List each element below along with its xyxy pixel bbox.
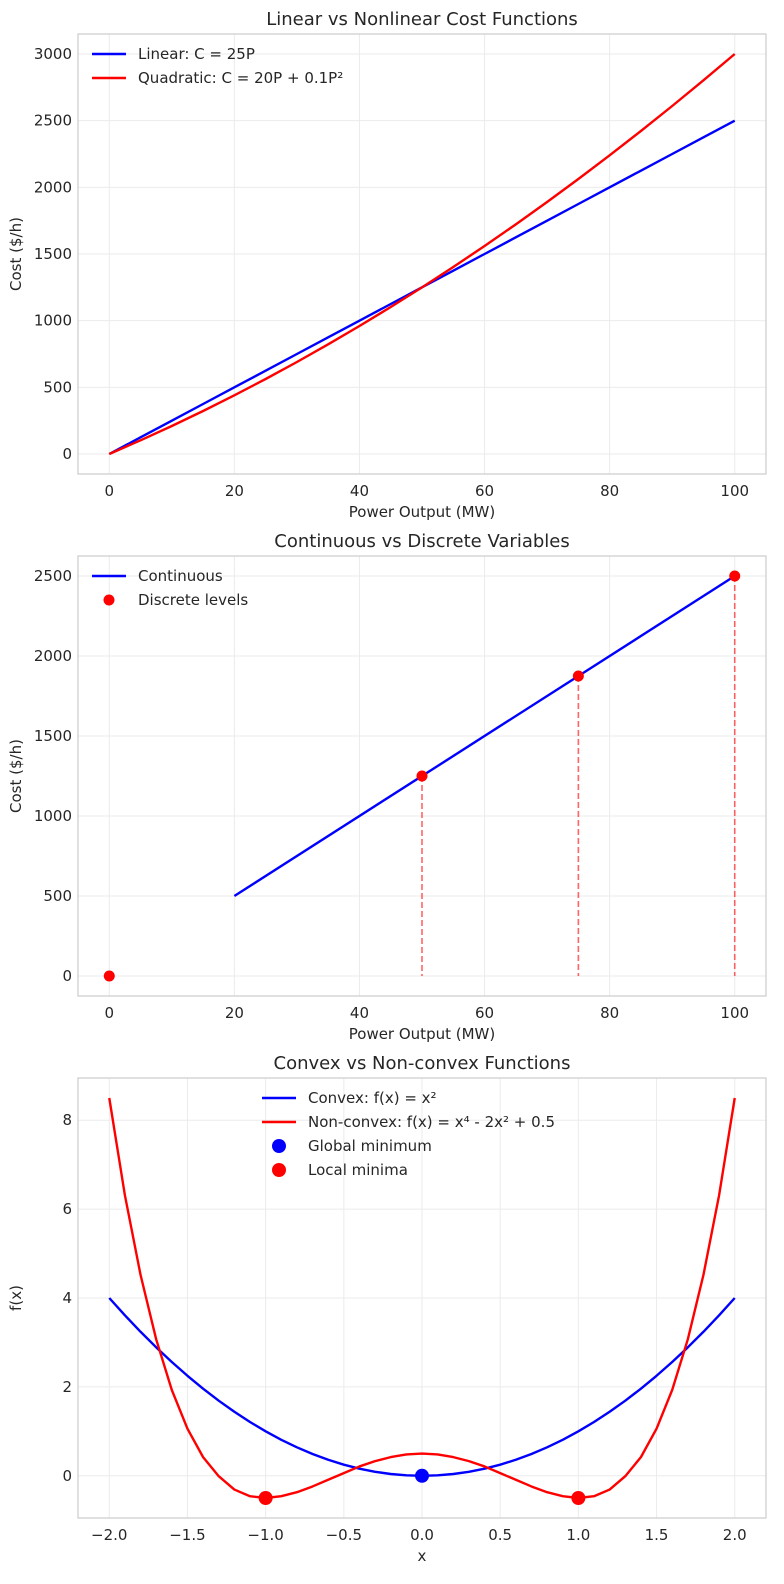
chart-1: 0 20 40 60 80 100050010001500200025003000Line… [7, 9, 767, 521]
y-tick-label: 0 [62, 967, 72, 985]
x-tick-label: 80 [600, 482, 619, 500]
data-point [415, 1468, 429, 1483]
y-tick-label: 2500 [34, 567, 72, 585]
y-axis-label: Cost ($/h) [7, 739, 25, 813]
x-tick-label: 1.0 [566, 1526, 590, 1544]
y-tick-label: 500 [43, 378, 72, 396]
y-tick-label: 500 [43, 887, 72, 905]
y-tick-label: 0 [62, 445, 72, 463]
x-axis-label: Power Output (MW) [349, 1025, 495, 1043]
y-tick-label: 1000 [34, 312, 72, 330]
legend-label: Linear: C = 25P [138, 45, 255, 63]
data-point [103, 970, 115, 982]
legend-label: Global minimum [308, 1137, 432, 1155]
legend-swatch [272, 1139, 286, 1153]
x-tick-label: 2.0 [723, 1526, 747, 1544]
x-axis-label: Power Output (MW) [349, 503, 495, 521]
x-tick-label: 100 [720, 1004, 749, 1022]
data-point [571, 1491, 586, 1505]
y-axis-label: Cost ($/h) [7, 217, 25, 291]
y-tick-label: 4 [62, 1289, 72, 1307]
x-tick-label: 40 [350, 482, 369, 500]
plot-frame [77, 555, 767, 997]
x-tick-label: 60 [475, 1004, 494, 1022]
series-line [108, 1097, 736, 1500]
y-tick-label: 2000 [34, 178, 72, 196]
x-tick-label: 1.5 [645, 1526, 669, 1544]
legend-label: Convex: f(x) = x² [308, 1089, 437, 1107]
x-tick-label: 80 [600, 1004, 619, 1022]
x-tick-label: 40 [350, 1004, 369, 1022]
y-tick-label: 6 [62, 1200, 72, 1218]
data-point [572, 670, 584, 682]
legend-swatch [103, 594, 115, 606]
x-tick-label: −2.0 [91, 1526, 127, 1544]
x-tick-label: 0.0 [410, 1526, 434, 1544]
data-point [258, 1491, 273, 1505]
legend-label: Local minima [308, 1161, 408, 1179]
x-tick-label: 0.5 [488, 1526, 512, 1544]
y-tick-label: 0 [62, 1467, 72, 1485]
chart-3: −2.0 −1.5 −1.0 −0.5 0.0 0.5 1.0 1.5 2.0 0 2 4 6 8 Conv… [7, 1053, 767, 1565]
x-tick-label: 60 [475, 482, 494, 500]
series-line [233, 574, 736, 898]
y-tick-label: 1500 [34, 727, 72, 745]
y-tick-label: 2000 [34, 647, 72, 665]
y-tick-label: 3000 [34, 45, 72, 63]
x-tick-label: 100 [720, 482, 749, 500]
x-tick-label: 0 [104, 1004, 114, 1022]
y-tick-label: 1500 [34, 245, 72, 263]
x-tick-label: 0 [104, 482, 114, 500]
y-tick-label: 2 [62, 1378, 72, 1396]
plot-frame [77, 33, 767, 475]
series-line [108, 53, 736, 456]
x-tick-label: 20 [225, 1004, 244, 1022]
chart-title: Convex vs Non-convex Functions [274, 1053, 571, 1074]
legend-label: Non-convex: f(x) = x⁴ - 2x² + 0.5 [308, 1113, 555, 1131]
legend-label: Quadratic: C = 20P + 0.1P² [138, 69, 343, 87]
x-axis-label: x [418, 1547, 427, 1565]
legend-swatch [272, 1163, 286, 1177]
y-tick-label: 2500 [34, 112, 72, 130]
chart-title: Linear vs Nonlinear Cost Functions [266, 9, 578, 30]
y-tick-label: 8 [62, 1111, 72, 1129]
y-axis-label: f(x) [7, 1285, 25, 1311]
x-tick-label: −1.5 [169, 1526, 205, 1544]
chart-2: 0 20 40 60 80 10005001000150020002500Continuo… [7, 531, 767, 1043]
legend-label: Continuous [138, 567, 223, 585]
chart-title: Continuous vs Discrete Variables [274, 531, 569, 552]
y-tick-label: 1000 [34, 807, 72, 825]
plot-frame [77, 1077, 767, 1519]
data-point [729, 570, 741, 582]
x-tick-label: −0.5 [326, 1526, 362, 1544]
x-tick-label: 20 [225, 482, 244, 500]
legend-label: Discrete levels [138, 591, 248, 609]
x-tick-label: −1.0 [247, 1526, 283, 1544]
data-point [416, 770, 428, 782]
